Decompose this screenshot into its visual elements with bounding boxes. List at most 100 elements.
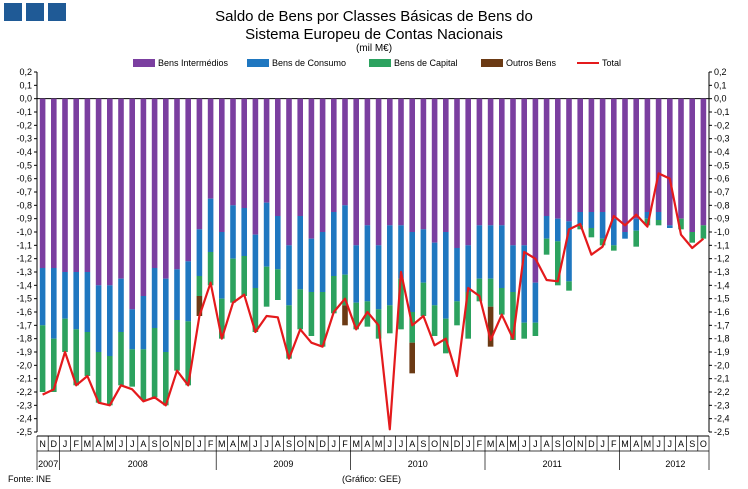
y-tick-label-left: -1,4 xyxy=(16,280,32,290)
bar-segment xyxy=(655,212,662,220)
legend-label: Bens Intermédios xyxy=(158,58,229,68)
bar-segment xyxy=(163,98,169,279)
x-tick-label: A xyxy=(678,439,684,449)
legend: Bens Intermédios Bens de Consumo Bens de… xyxy=(0,58,748,72)
bar-segment xyxy=(39,98,46,268)
bar-segment xyxy=(431,305,438,336)
bar-segment xyxy=(644,98,651,212)
y-tick-label-left: -1,1 xyxy=(16,240,32,250)
bar-segment xyxy=(532,322,539,336)
bar-segment xyxy=(476,278,483,302)
bar-segment xyxy=(196,98,203,230)
bar-segment xyxy=(353,245,359,303)
x-tick-label: N xyxy=(39,439,46,449)
bar-segment xyxy=(443,318,449,354)
bar-segment xyxy=(532,282,539,323)
bar-segment xyxy=(219,298,225,339)
bar-segment xyxy=(308,98,315,239)
bar-segment xyxy=(667,225,673,228)
bar-segment xyxy=(241,98,247,208)
bar-segment xyxy=(678,218,684,230)
x-tick-label: J xyxy=(466,439,471,449)
bar-segment xyxy=(207,252,214,286)
legend-swatch xyxy=(369,59,391,67)
x-tick-label: A xyxy=(230,439,236,449)
y-tick-label-left: -1,7 xyxy=(16,320,32,330)
x-tick-label: D xyxy=(185,439,192,449)
bar-segment xyxy=(387,305,393,334)
bar-segment xyxy=(140,349,147,400)
x-tick-label: M xyxy=(218,439,226,449)
bar-segment xyxy=(443,98,449,232)
bar-segment xyxy=(151,268,158,328)
x-tick-label: O xyxy=(297,439,304,449)
bar-segment xyxy=(275,98,281,216)
y-tick-label-right: -1,1 xyxy=(714,240,730,250)
y-tick-label-right: -2,4 xyxy=(714,414,730,424)
y-tick-label-right: -0,7 xyxy=(714,187,730,197)
bar-segment xyxy=(364,225,371,302)
bar-segment xyxy=(342,98,348,206)
x-tick-label: J xyxy=(522,439,527,449)
x-tick-label: D xyxy=(588,439,595,449)
bar-segment xyxy=(129,349,135,387)
y-tick-label-right: -2,0 xyxy=(714,360,730,370)
bar-segment xyxy=(331,212,337,276)
bar-segment xyxy=(95,98,102,286)
y-tick-label-right: -2,5 xyxy=(714,427,730,437)
x-tick-label: J xyxy=(197,439,202,449)
bar-segment xyxy=(454,98,460,248)
bar-segment xyxy=(387,98,393,226)
bar-segment xyxy=(465,292,471,339)
bar-segment xyxy=(599,212,606,239)
bar-segment xyxy=(689,98,695,232)
bar-segment xyxy=(353,98,359,246)
x-tick-label: S xyxy=(689,439,695,449)
bar-segment xyxy=(286,98,292,246)
y-tick-label-left: -0,9 xyxy=(16,214,32,224)
bar-segment xyxy=(633,218,639,231)
bar-segment xyxy=(420,229,427,283)
bar-segment xyxy=(611,218,617,246)
y-tick-label-left: -2,0 xyxy=(16,360,32,370)
bar-segment xyxy=(588,212,595,228)
x-tick-label: F xyxy=(342,439,348,449)
bar-segment xyxy=(375,98,382,246)
x-tick-label: J xyxy=(253,439,258,449)
bar-segment xyxy=(51,338,57,392)
bar-segment xyxy=(95,352,102,403)
bar-segment xyxy=(543,238,550,255)
x-tick-label: A xyxy=(364,439,370,449)
bar-segment xyxy=(174,98,180,270)
bar-segment xyxy=(84,98,91,272)
x-tick-label: M xyxy=(375,439,383,449)
bar-segment xyxy=(510,292,516,340)
x-tick-label: J xyxy=(399,439,404,449)
legend-item-total: Total xyxy=(577,58,621,68)
y-tick-label-right: -2,2 xyxy=(714,387,730,397)
x-tick-label: S xyxy=(286,439,292,449)
bar-segment xyxy=(443,232,449,319)
year-label: 2009 xyxy=(273,459,293,469)
bar-segment xyxy=(73,272,79,330)
bar-segment xyxy=(297,289,303,330)
bar-segment xyxy=(73,329,79,386)
bar-segment xyxy=(476,225,483,279)
year-label: 2011 xyxy=(543,459,562,469)
bar-segment xyxy=(252,98,259,235)
bar-segment xyxy=(543,216,550,239)
y-tick-label-right: -0,2 xyxy=(714,120,730,130)
y-tick-label-right: 0,2 xyxy=(714,67,727,77)
y-tick-label-right: -1,5 xyxy=(714,294,730,304)
bar-segment xyxy=(700,98,707,226)
bar-segment xyxy=(342,274,348,306)
bar-segment xyxy=(263,202,270,267)
bar-segment xyxy=(588,98,595,212)
bar-segment xyxy=(263,98,270,203)
y-tick-label-right: -0,4 xyxy=(714,147,730,157)
x-tick-label: D xyxy=(454,439,461,449)
y-tick-label-right: -0,9 xyxy=(714,214,730,224)
y-tick-label-left: -2,2 xyxy=(16,387,32,397)
chart-title: Saldo de Bens por Classes Básicas de Ben… xyxy=(215,8,533,25)
bar-segment xyxy=(252,234,259,288)
